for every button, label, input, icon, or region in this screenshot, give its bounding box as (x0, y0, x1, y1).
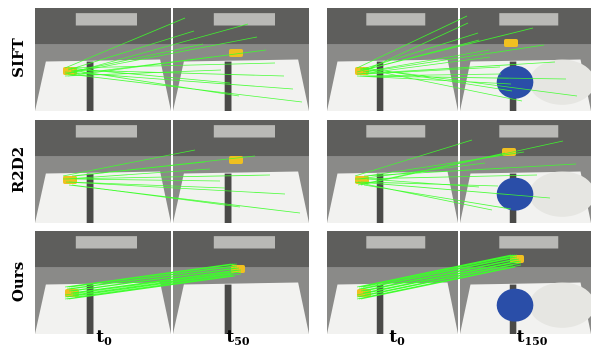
match-line (357, 152, 506, 186)
match-line (365, 66, 501, 75)
match-line (64, 69, 222, 77)
row-label-ours-text: Ours (9, 261, 28, 303)
match-line (358, 266, 514, 300)
match-line (356, 15, 468, 69)
match-line (70, 263, 238, 288)
match-line (356, 75, 512, 85)
match-line (362, 258, 518, 292)
match-line (66, 273, 234, 298)
match-line (364, 258, 520, 292)
row-label-r2d2-text: R2D2 (9, 146, 28, 194)
match-line (64, 271, 232, 296)
match-panel-ours-t0-t150 (327, 231, 591, 334)
match-line (365, 22, 469, 71)
match-line (74, 269, 242, 294)
match-line (356, 39, 480, 73)
match-line (73, 23, 249, 73)
match-line (362, 260, 518, 294)
match-line (67, 73, 303, 103)
match-line (360, 181, 499, 187)
row-label-sift-text: SIFT (9, 38, 28, 78)
match-line (68, 184, 301, 214)
object-toy (229, 49, 243, 57)
row-label-r2d2: R2D2 (4, 120, 32, 220)
match-line (74, 273, 242, 298)
match-line (70, 265, 238, 290)
match-line (358, 254, 514, 288)
match-line (362, 256, 518, 290)
match-line (359, 56, 491, 75)
match-line (362, 67, 578, 97)
match-line (64, 36, 258, 75)
match-line (358, 256, 514, 290)
match-line (356, 266, 512, 300)
match-line (358, 264, 514, 298)
match-line (64, 17, 186, 69)
robot-arm (496, 171, 591, 217)
match-line (65, 181, 286, 195)
row-label-sift: SIFT (4, 8, 32, 108)
match-line (363, 163, 577, 177)
match-panel-sift-t0-t50 (35, 8, 309, 111)
match-line (354, 174, 538, 180)
match-line (365, 44, 545, 73)
match-line (74, 271, 242, 296)
frame-start (327, 120, 458, 223)
match-line (366, 178, 480, 188)
col-label-t50: t50 (226, 327, 250, 348)
match-line (360, 254, 516, 288)
match-line (362, 254, 518, 288)
row-label-ours: Ours (4, 232, 32, 332)
match-line (360, 258, 516, 292)
frame-end (460, 8, 591, 111)
match-line (360, 256, 516, 290)
match-line (62, 149, 196, 177)
match-line (359, 67, 523, 102)
match-panel-sift-t0-t150 (327, 8, 591, 111)
match-line (356, 262, 512, 296)
match-line (360, 266, 516, 300)
frame-end (173, 8, 309, 111)
frame-end (460, 231, 591, 334)
match-line (356, 254, 512, 288)
match-line (62, 174, 271, 180)
match-line (359, 75, 567, 80)
match-line (70, 62, 276, 69)
match-line (68, 275, 236, 300)
match-line (73, 69, 285, 77)
match-line (365, 67, 513, 92)
frame-start (35, 8, 171, 111)
match-line (360, 140, 564, 186)
match-line (357, 181, 551, 199)
col-label-t150: t150 (516, 327, 548, 348)
match-line (366, 151, 525, 177)
match-line (67, 30, 195, 71)
match-panel-ours-t0-t50 (35, 231, 309, 334)
frame-end (173, 231, 309, 334)
robot-arm (496, 59, 591, 105)
match-line (362, 73, 502, 77)
match-line (362, 49, 490, 73)
col-label-t0-left: t0 (96, 327, 112, 348)
frame-end (173, 120, 309, 223)
col-label-t0-right: t0 (389, 327, 405, 348)
match-panel-r2d2-t0-t150 (327, 120, 591, 223)
match-line (356, 264, 512, 298)
match-line (354, 181, 493, 211)
match-line (68, 181, 226, 189)
match-panel-r2d2-t0-t50 (35, 120, 309, 223)
object-toy (504, 39, 518, 47)
robot-arm (496, 282, 591, 328)
match-line (65, 168, 211, 180)
frame-start (35, 120, 171, 223)
match-line (74, 178, 221, 182)
match-line (67, 49, 267, 77)
frame-end (460, 120, 591, 223)
match-line (72, 267, 240, 292)
match-line (64, 71, 294, 90)
match-line (71, 161, 206, 177)
match-line (354, 139, 473, 177)
